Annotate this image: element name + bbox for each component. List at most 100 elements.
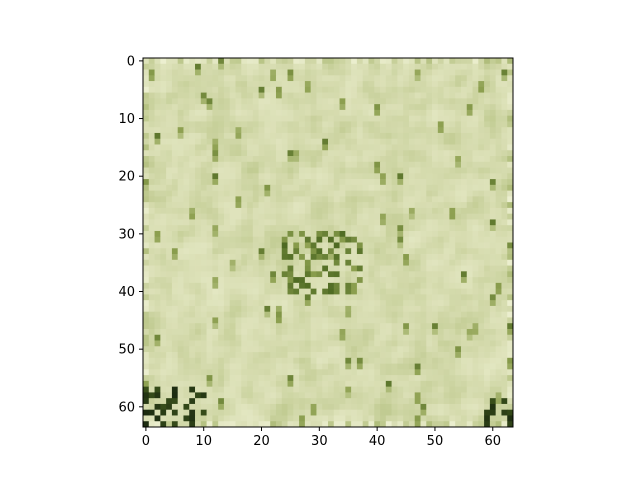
image-pixel	[177, 305, 184, 313]
image-pixel	[328, 86, 335, 93]
image-pixel	[385, 98, 392, 105]
image-pixel	[316, 81, 323, 88]
image-pixel	[287, 98, 294, 105]
image-pixel	[235, 421, 242, 428]
image-pixel	[160, 369, 167, 376]
image-pixel	[218, 369, 225, 376]
image-pixel	[403, 138, 410, 145]
image-pixel	[437, 409, 444, 416]
image-pixel	[449, 236, 456, 243]
image-pixel	[426, 115, 433, 122]
image-pixel	[339, 369, 346, 376]
image-pixel	[507, 196, 514, 203]
image-pixel	[478, 58, 485, 65]
image-pixel	[264, 115, 271, 122]
image-pixel	[206, 127, 213, 134]
image-pixel	[264, 81, 271, 88]
image-pixel	[247, 190, 254, 197]
image-pixel	[380, 81, 387, 88]
image-pixel	[507, 63, 514, 70]
image-pixel	[235, 277, 242, 284]
image-pixel	[310, 173, 317, 180]
image-pixel	[408, 380, 416, 387]
image-pixel	[281, 265, 288, 272]
image-pixel	[391, 415, 398, 422]
image-pixel	[299, 138, 306, 145]
image-pixel	[206, 323, 213, 330]
image-pixel	[472, 196, 479, 203]
image-pixel	[148, 173, 155, 180]
image-pixel	[218, 386, 225, 393]
image-pixel	[351, 161, 358, 168]
image-pixel	[472, 207, 479, 215]
image-pixel	[299, 81, 306, 88]
image-pixel	[414, 202, 421, 209]
image-pixel	[408, 207, 416, 215]
image-pixel	[206, 132, 213, 140]
image-pixel	[403, 346, 410, 353]
image-pixel	[507, 317, 514, 324]
image-pixel	[380, 288, 387, 295]
image-pixel	[143, 184, 150, 191]
image-pixel	[270, 202, 277, 209]
image-pixel	[484, 392, 491, 399]
image-pixel	[212, 282, 219, 289]
image-pixel	[391, 69, 398, 76]
image-pixel	[501, 98, 508, 105]
image-pixel	[374, 323, 381, 330]
image-pixel	[328, 225, 335, 232]
image-pixel	[472, 398, 479, 405]
image-pixel	[287, 219, 294, 226]
image-pixel	[264, 63, 271, 70]
image-pixel	[351, 300, 358, 307]
image-pixel	[304, 156, 312, 163]
image-pixel	[426, 363, 433, 370]
image-pixel	[345, 242, 352, 249]
image-pixel	[154, 184, 161, 191]
image-pixel	[466, 109, 473, 117]
image-pixel	[408, 184, 416, 191]
image-pixel	[206, 294, 213, 301]
image-pixel	[495, 92, 502, 99]
image-pixel	[148, 305, 155, 313]
image-pixel	[154, 403, 161, 411]
image-pixel	[166, 213, 173, 220]
image-pixel	[385, 132, 392, 140]
image-pixel	[143, 346, 150, 353]
image-pixel	[247, 115, 254, 122]
image-pixel	[293, 386, 300, 393]
image-pixel	[501, 225, 508, 232]
image-pixel	[241, 375, 248, 382]
image-pixel	[258, 317, 265, 324]
image-pixel	[322, 271, 329, 278]
image-pixel	[426, 98, 433, 105]
image-pixel	[287, 242, 294, 249]
image-pixel	[403, 179, 410, 186]
image-pixel	[281, 219, 288, 226]
image-pixel	[437, 121, 444, 128]
image-pixel	[293, 311, 300, 318]
image-pixel	[356, 138, 364, 145]
image-pixel	[241, 317, 248, 324]
image-pixel	[489, 421, 497, 428]
image-pixel	[414, 357, 421, 364]
image-pixel	[472, 230, 479, 238]
image-pixel	[414, 392, 421, 399]
image-pixel	[235, 294, 242, 301]
image-pixel	[391, 300, 398, 307]
image-pixel	[166, 190, 173, 197]
image-pixel	[154, 271, 161, 278]
image-pixel	[368, 81, 375, 88]
image-pixel	[218, 254, 225, 261]
image-pixel	[455, 115, 462, 122]
image-pixel	[275, 132, 283, 140]
image-pixel	[432, 184, 439, 191]
image-pixel	[160, 58, 167, 65]
image-pixel	[252, 190, 259, 197]
image-pixel	[397, 340, 404, 347]
image-pixel	[328, 184, 335, 191]
image-pixel	[403, 225, 410, 232]
image-pixel	[148, 156, 155, 163]
image-pixel	[507, 219, 514, 226]
image-pixel	[241, 300, 248, 307]
